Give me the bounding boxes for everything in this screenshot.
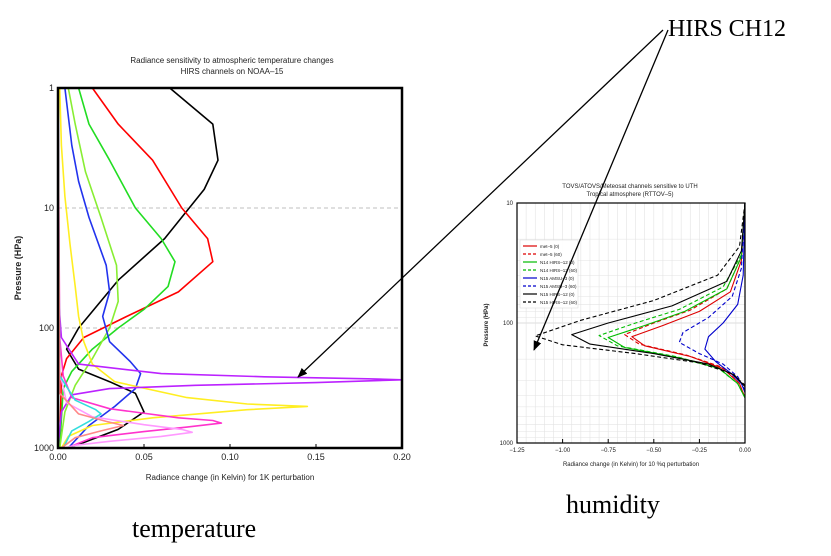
left-chart-grid — [58, 207, 402, 329]
legend-entry: met–5 (60) — [540, 252, 562, 257]
left-x-axis-label: Radiance change (in Kelvin) for 1K pertu… — [146, 473, 315, 482]
y-tick-label: 10 — [44, 203, 54, 213]
series-line-8 — [534, 202, 746, 386]
legend-entry: met–5 (0) — [540, 244, 560, 249]
humidity-sensitivity-chart: TOVS/ATOVS/Meteosat channels sensitive t… — [484, 184, 751, 468]
legend-entry: N14 HIRS–12 (0) — [540, 260, 575, 265]
x-tick-label: −0.25 — [692, 448, 708, 454]
x-tick-label: 0.15 — [307, 452, 325, 462]
left-chart-series — [57, 87, 403, 449]
x-tick-label: 0.20 — [393, 452, 411, 462]
series-line-8 — [57, 87, 223, 449]
right-chart-grid — [517, 202, 745, 443]
x-tick-label: −1.25 — [509, 448, 525, 454]
annotation-arrow-right — [533, 29, 669, 351]
left-x-ticks: 0.00 0.05 0.10 0.15 0.20 — [49, 444, 411, 462]
series-line-7 — [571, 202, 746, 388]
right-chart-series — [534, 202, 746, 399]
left-plot-frame — [56, 86, 404, 450]
caption-temperature: temperature — [132, 514, 256, 543]
y-tick-label: 100 — [39, 323, 54, 333]
right-chart-legend: met–5 (0) met–5 (60) N14 HIRS–12 (0) N14 HI… — [519, 239, 579, 309]
right-chart-subtitle: Tropical atmosphere (RTTOV–5) — [587, 192, 674, 198]
series-line-11 — [57, 87, 125, 449]
x-tick-label: 0.10 — [221, 452, 239, 462]
right-plot-frame — [516, 202, 746, 444]
series-line-4 — [58, 87, 119, 449]
series-line-2 — [58, 87, 214, 449]
temperature-sensitivity-chart: Radiance sensitivity to atmospheric temp… — [13, 56, 411, 482]
series-line-3 — [58, 87, 176, 449]
caption-humidity: humidity — [566, 490, 660, 519]
series-line-10 — [57, 87, 102, 449]
right-x-ticks: −1.25 −1.00 −0.75 −0.50 −0.25 0.00 — [509, 439, 751, 454]
left-y-ticks: 1 10 100 1000 — [34, 83, 54, 453]
x-tick-label: −0.75 — [601, 448, 617, 454]
series-line-5 — [64, 87, 142, 449]
right-chart-title: TOVS/ATOVS/Meteosat channels sensitive t… — [562, 184, 697, 190]
series-line-4 — [598, 202, 746, 399]
left-chart-subtitle: HIRS channels on NOAA–15 — [181, 67, 284, 76]
x-tick-label: −0.50 — [646, 448, 662, 454]
right-x-axis-label: Radiance change (in Kelvin) for 10 %q pe… — [563, 462, 699, 468]
left-chart-title: Radiance sensitivity to atmospheric temp… — [130, 56, 333, 65]
legend-entry: N15 AMSU–3 (0) — [540, 276, 575, 281]
annotation-label: HIRS CH12 — [668, 16, 786, 42]
legend-entry: N14 HIRS–12 (60) — [540, 268, 578, 273]
y-tick-label: 1000 — [500, 441, 514, 447]
y-tick-label: 10 — [506, 201, 513, 207]
left-y-axis-label: Pressure (HPa) — [13, 236, 23, 301]
x-tick-label: 0.00 — [49, 452, 67, 462]
y-tick-label: 1 — [49, 83, 54, 93]
right-y-ticks: 10 100 1000 — [500, 201, 514, 447]
x-tick-label: −1.00 — [555, 448, 571, 454]
legend-entry: N15 AMSU–3 (60) — [540, 284, 577, 289]
series-line-9 — [57, 88, 193, 449]
series-line-7 — [57, 88, 403, 449]
series-line-5 — [704, 202, 746, 393]
legend-box — [519, 239, 579, 309]
legend-entry: N15 HIRS–12 (60) — [540, 300, 578, 305]
annotation-arrow-left — [297, 29, 664, 378]
right-y-axis-label: Pressure (HPa) — [484, 303, 490, 346]
series-line-6 — [58, 87, 309, 449]
series-line-1 — [65, 87, 219, 449]
series-line-6 — [678, 202, 746, 391]
x-tick-label: 0.00 — [739, 448, 751, 454]
y-tick-label: 1000 — [34, 443, 54, 453]
y-tick-label: 100 — [503, 321, 514, 327]
x-tick-label: 0.05 — [135, 452, 153, 462]
series-line-3 — [607, 202, 746, 399]
